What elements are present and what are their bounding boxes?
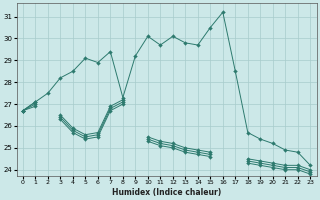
X-axis label: Humidex (Indice chaleur): Humidex (Indice chaleur) (112, 188, 221, 197)
